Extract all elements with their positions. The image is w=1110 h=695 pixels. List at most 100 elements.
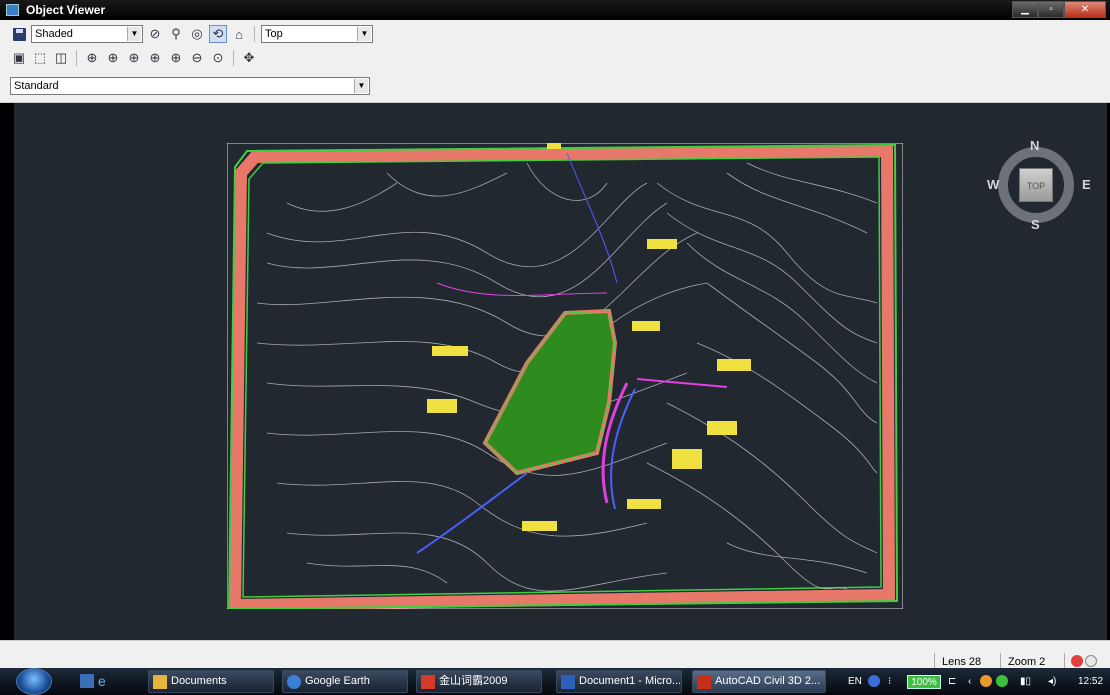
taskbar-item-ciba[interactable]: 金山词霸2009: [416, 670, 542, 693]
task-label: 金山词霸2009: [439, 675, 508, 687]
boundary-inner-line: [242, 156, 882, 598]
close-button[interactable]: ✕: [1064, 1, 1106, 18]
taskbar: e Documents Google Earth 金山词霸2009 Docume…: [0, 668, 1110, 695]
google-earth-icon: [287, 675, 301, 689]
view-3d-button[interactable]: ⬚: [31, 49, 49, 67]
title-bar: Object Viewer ▁ ▫ ✕: [0, 0, 1110, 20]
view-box-button[interactable]: ▣: [10, 49, 28, 67]
continuous-orbit-button[interactable]: ⟲: [209, 25, 227, 43]
zoom-scale-icon: ⊕: [128, 50, 140, 65]
task-label: AutoCAD Civil 3D 2...: [715, 675, 821, 687]
zoom-extents-button[interactable]: ⊙: [209, 49, 227, 67]
app-icon: [6, 4, 19, 16]
maximize-button[interactable]: ▫: [1038, 1, 1064, 18]
lens-readout[interactable]: Lens 28: [942, 656, 982, 668]
view-select[interactable]: Top ▼: [261, 25, 373, 43]
view-cube[interactable]: TOP N S W E: [987, 138, 1091, 232]
ciba-icon: [421, 675, 435, 689]
site-drawing[interactable]: [227, 143, 903, 609]
orbit-button[interactable]: ⊘: [146, 25, 164, 43]
zoom-window-button[interactable]: ⊕: [83, 49, 101, 67]
boundary-band: [228, 144, 896, 609]
status-red-indicator-icon[interactable]: [1071, 655, 1083, 667]
taskbar-item-word-document[interactable]: Document1 - Micro...: [556, 670, 682, 693]
minimize-button[interactable]: ▁: [1012, 1, 1038, 18]
floppy-icon: [12, 27, 26, 41]
pan-icon: ✥: [243, 50, 255, 65]
clock[interactable]: 12:52: [1078, 676, 1104, 687]
toolbar-separator: [254, 26, 255, 42]
perspective-icon: ◫: [54, 50, 68, 65]
compass-south[interactable]: S: [1031, 217, 1040, 232]
cube-icon: ⬚: [33, 50, 47, 65]
viewport[interactable]: TOP N S W E: [14, 103, 1107, 640]
signal-strength-icon[interactable]: ▮▯: [1020, 676, 1032, 687]
start-button[interactable]: [16, 668, 52, 695]
zoom-in-icon: ⊕: [170, 50, 182, 65]
zoom-out-button[interactable]: ⊖: [188, 49, 206, 67]
toolbar-row-1: Shaded ▼ ⊘ ⚲ ◎ ⟲ ⌂ Top ▼: [10, 24, 373, 44]
zoom-extents-icon: ⊙: [212, 50, 224, 65]
zoom-center-icon: ⊕: [149, 50, 161, 65]
zoom-scale-button[interactable]: ⊕: [125, 49, 143, 67]
task-label: Documents: [171, 675, 227, 687]
boundary-outer-line: [227, 143, 899, 609]
road-features: [416, 152, 728, 554]
zoom-window-icon: ⊕: [86, 50, 98, 65]
view-value: Top: [265, 28, 283, 40]
view-cube-top-face[interactable]: TOP: [1019, 168, 1053, 202]
camera-button[interactable]: ⌂: [230, 25, 248, 43]
zoom-readout[interactable]: Zoom 2: [1008, 656, 1046, 668]
taskbar-item-documents[interactable]: Documents: [148, 670, 274, 693]
taskbar-item-autocad[interactable]: AutoCAD Civil 3D 2...: [692, 670, 826, 693]
chevron-down-icon: ▼: [127, 27, 141, 41]
task-label: Document1 - Micro...: [579, 675, 682, 687]
battery-indicator[interactable]: 100%: [907, 675, 941, 689]
orbit-icon: ⊘: [149, 26, 161, 41]
security-shield-icon[interactable]: [996, 675, 1008, 687]
style-value: Standard: [14, 80, 59, 92]
site-pad: [482, 308, 618, 476]
chevron-down-icon: ▼: [354, 79, 368, 93]
view-perspective-button[interactable]: ◫: [52, 49, 70, 67]
input-method-icon[interactable]: ⁝: [888, 676, 892, 687]
network-icon[interactable]: ⊏: [948, 676, 957, 687]
zoom-realtime-button[interactable]: ⚲: [167, 25, 185, 43]
magnifier-icon: ⚲: [171, 26, 181, 41]
pan-button[interactable]: ✥: [240, 49, 258, 67]
continuous-orbit-icon: ⟲: [212, 26, 224, 41]
save-button[interactable]: [10, 25, 28, 43]
chevron-left-icon[interactable]: ‹: [968, 676, 972, 687]
contour-lines: [256, 162, 878, 592]
toolbar-separator: [233, 50, 234, 66]
zoom-dynamic-button[interactable]: ⊕: [104, 49, 122, 67]
zoom-dynamic-icon: ⊕: [107, 50, 119, 65]
taskbar-item-google-earth[interactable]: Google Earth: [282, 670, 408, 693]
status-separator: [1000, 653, 1001, 669]
language-indicator[interactable]: EN: [848, 676, 862, 687]
zoom-in-button[interactable]: ⊕: [167, 49, 185, 67]
toolbar-separator: [76, 50, 77, 66]
toolbar-row-3: Standard ▼: [10, 76, 370, 96]
status-separator: [934, 653, 935, 669]
task-label: Google Earth: [305, 675, 370, 687]
free-orbit-button[interactable]: ◎: [188, 25, 206, 43]
free-orbit-icon: ◎: [191, 26, 203, 41]
status-separator: [1064, 653, 1065, 669]
zoom-center-button[interactable]: ⊕: [146, 49, 164, 67]
compass-east[interactable]: E: [1082, 177, 1091, 192]
visual-style-value: Shaded: [35, 28, 73, 40]
status-white-indicator-icon[interactable]: [1085, 655, 1097, 667]
compass-ring[interactable]: [998, 147, 1074, 223]
help-icon[interactable]: [868, 675, 880, 687]
compass-west[interactable]: W: [987, 177, 1000, 192]
volume-icon[interactable]: ◂): [1048, 676, 1057, 687]
autocad-icon: [697, 675, 711, 689]
internet-explorer-icon[interactable]: e: [98, 673, 106, 689]
tray-app-icon[interactable]: [980, 675, 992, 687]
compass-north[interactable]: N: [1030, 138, 1040, 153]
show-desktop-icon[interactable]: [80, 674, 94, 688]
zoom-out-icon: ⊖: [191, 50, 203, 65]
visual-style-select[interactable]: Shaded ▼: [31, 25, 143, 43]
style-select[interactable]: Standard ▼: [10, 77, 370, 95]
